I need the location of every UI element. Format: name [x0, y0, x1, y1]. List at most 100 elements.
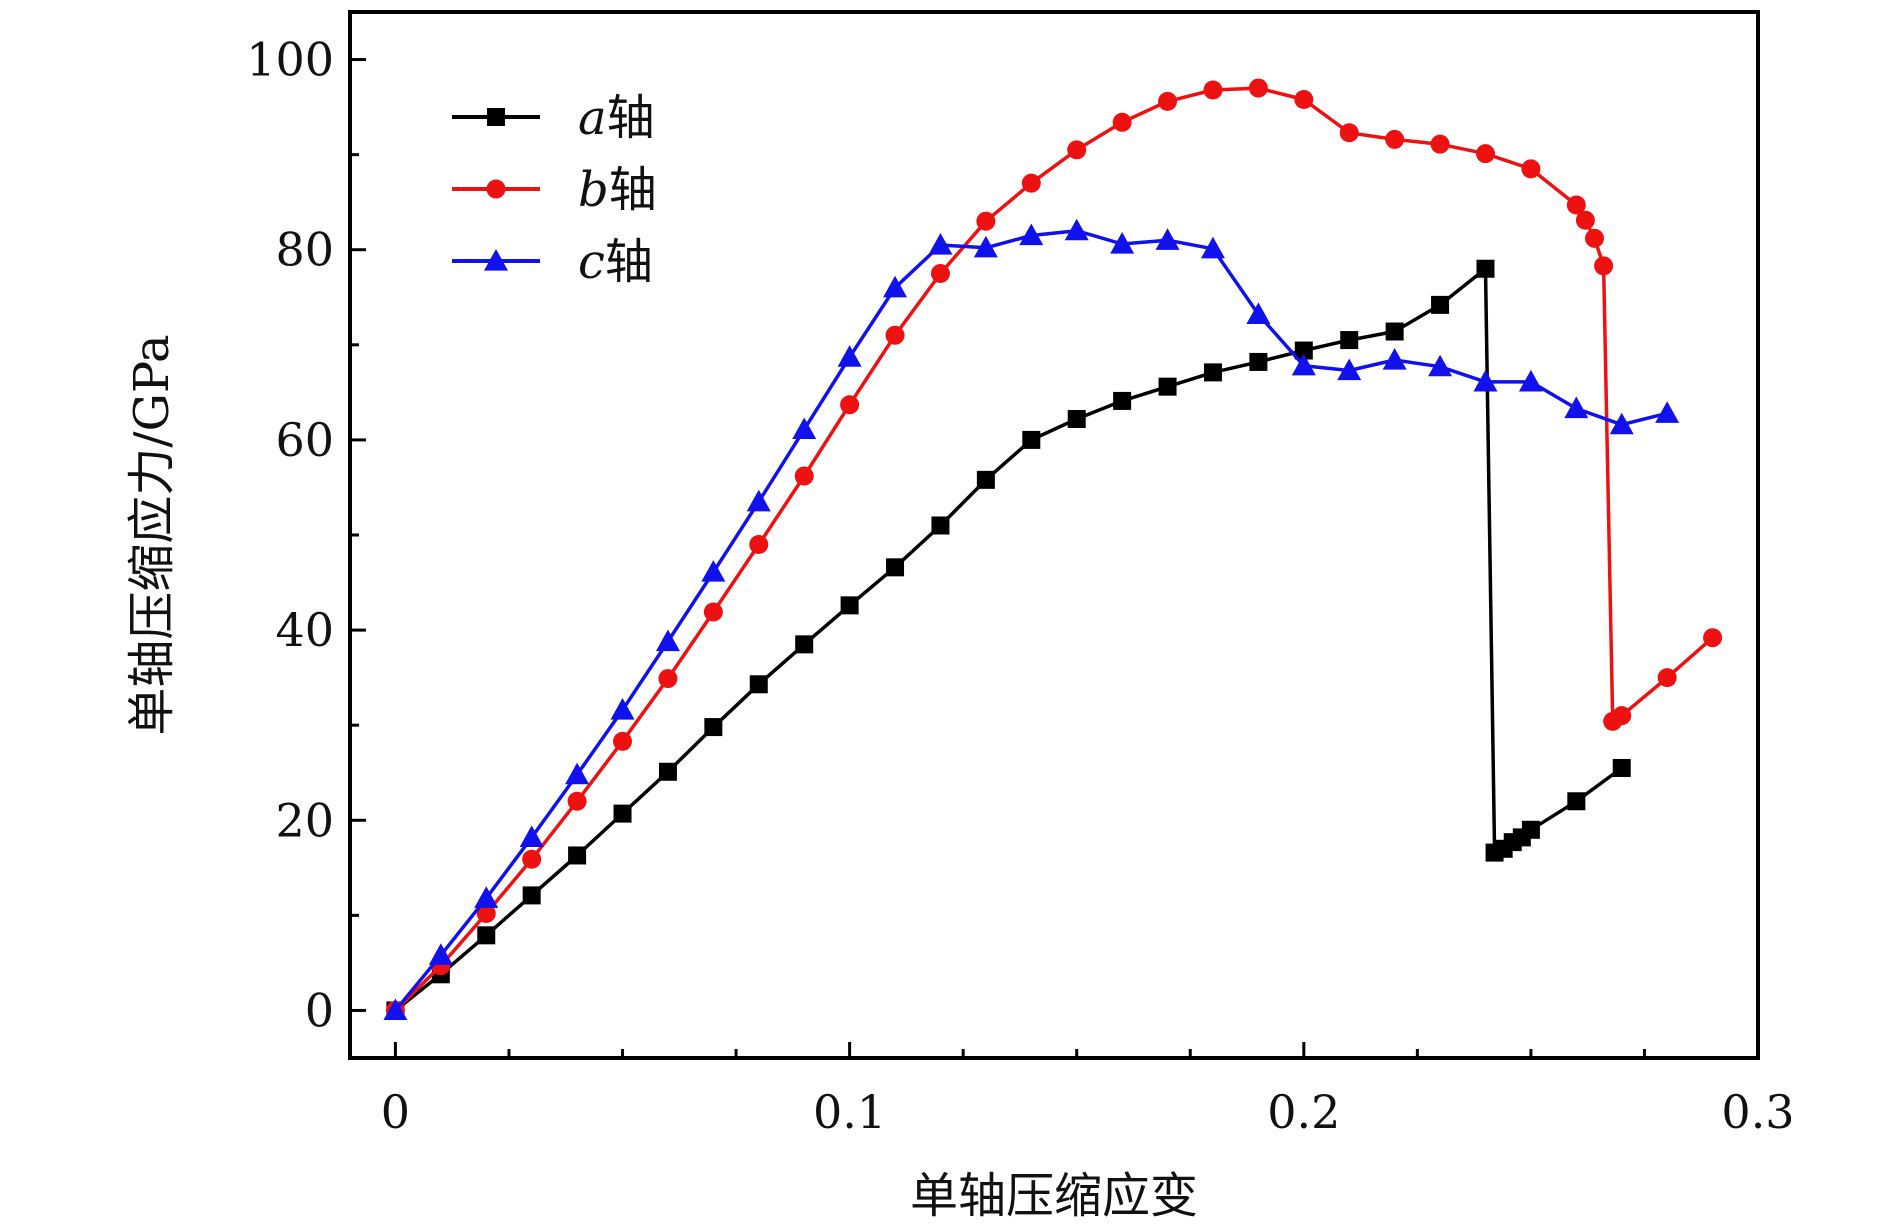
data-point	[1200, 236, 1225, 259]
data-point	[976, 211, 996, 231]
data-point	[1431, 295, 1450, 314]
legend-item: a轴	[452, 90, 655, 146]
data-point	[1203, 363, 1222, 382]
data-point	[885, 325, 905, 345]
data-point	[658, 762, 677, 781]
x-tick-label: 0.3	[1721, 1085, 1794, 1139]
data-point	[1067, 409, 1086, 428]
data-point	[1246, 302, 1271, 324]
data-point	[1294, 89, 1314, 109]
data-point	[610, 697, 635, 720]
data-point	[973, 235, 998, 258]
data-point	[474, 886, 499, 908]
data-point	[1112, 112, 1132, 132]
x-tick-label: 0.2	[1267, 1085, 1340, 1139]
data-point	[428, 943, 453, 965]
data-point	[840, 596, 859, 615]
data-point	[1521, 159, 1541, 179]
data-point	[1612, 758, 1631, 777]
data-point	[1294, 341, 1313, 360]
series-layer	[383, 78, 1723, 1021]
data-point	[1567, 792, 1586, 811]
x-tick-label: 0	[381, 1085, 410, 1139]
data-point	[840, 395, 860, 415]
data-point	[1566, 195, 1586, 215]
data-point	[976, 470, 995, 489]
data-point	[1339, 123, 1359, 143]
data-point	[1475, 144, 1495, 164]
data-point	[1067, 140, 1087, 160]
y-tick-label: 60	[275, 413, 334, 467]
data-point	[886, 558, 905, 577]
series-triangle	[383, 218, 1680, 1021]
data-point	[1657, 668, 1677, 688]
series-line	[394, 86, 1714, 1012]
data-point	[1021, 173, 1041, 193]
legend-label-suffix: 轴	[609, 162, 657, 218]
data-point	[928, 232, 953, 255]
legend-label-suffix: 轴	[607, 90, 655, 146]
legend-item: b轴	[452, 162, 657, 218]
legend-label-axis-letter: b	[578, 162, 609, 218]
data-point	[522, 886, 541, 905]
y-axis-title: 单轴压缩应力/GPa	[124, 334, 180, 735]
data-point	[794, 466, 814, 486]
data-point	[1430, 134, 1450, 154]
data-point	[1476, 259, 1495, 278]
data-point	[1113, 391, 1132, 410]
data-point	[1518, 369, 1543, 392]
data-point	[383, 998, 408, 1021]
data-point	[1158, 377, 1177, 396]
data-point	[658, 669, 678, 689]
data-point	[1609, 412, 1634, 435]
legend-marker	[486, 179, 506, 199]
y-tick-label: 80	[275, 223, 334, 277]
legend-label-axis-letter: a	[578, 90, 607, 146]
data-point	[519, 825, 544, 847]
data-point	[477, 926, 496, 945]
y-tick-label: 20	[275, 793, 334, 847]
legend-label: a轴	[578, 90, 655, 146]
data-point	[1655, 401, 1680, 423]
data-point	[655, 629, 680, 652]
data-point	[1428, 354, 1453, 377]
data-point	[883, 275, 908, 298]
data-point	[1110, 232, 1135, 254]
series-circle	[385, 78, 1723, 1020]
legend-label-axis-letter: c	[578, 234, 605, 290]
y-tick-label: 100	[246, 33, 334, 87]
data-point	[703, 602, 723, 622]
data-point	[1337, 358, 1362, 381]
x-tick-label: 0.1	[813, 1085, 886, 1139]
data-point	[701, 560, 726, 582]
data-point	[568, 846, 587, 865]
x-axis-title: 单轴压缩应变	[910, 1168, 1198, 1224]
data-point	[613, 804, 632, 823]
data-point	[1575, 210, 1595, 230]
data-point	[1385, 322, 1404, 341]
data-point	[613, 731, 633, 751]
data-point	[792, 417, 817, 440]
legend-item: c轴	[452, 234, 653, 290]
data-point	[1382, 348, 1407, 370]
data-point	[749, 675, 768, 694]
data-point	[704, 718, 723, 737]
data-point	[931, 516, 950, 535]
data-point	[567, 791, 587, 811]
data-point	[1249, 352, 1268, 371]
data-point	[476, 903, 496, 923]
data-point	[930, 264, 950, 283]
ticks-layer: 0 0.1 0.2 0.3 0 20 40 60 80 100	[246, 33, 1794, 1139]
data-point	[522, 849, 542, 869]
data-point	[837, 345, 862, 367]
data-point	[1340, 331, 1359, 350]
data-point	[1022, 430, 1041, 449]
data-point	[795, 635, 814, 654]
data-point	[1564, 396, 1589, 419]
data-point	[1521, 820, 1540, 839]
legend-label-suffix: 轴	[605, 234, 653, 290]
legend-label: b轴	[578, 162, 657, 218]
data-point	[749, 535, 769, 555]
data-point	[746, 489, 771, 512]
